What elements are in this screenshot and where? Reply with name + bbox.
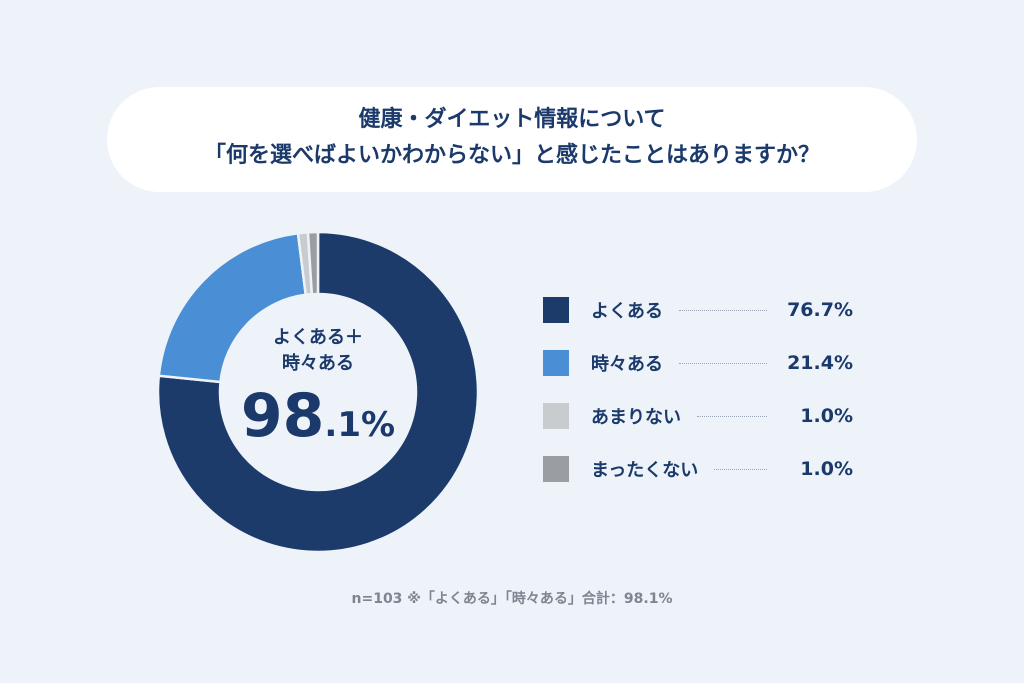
- donut-slice-4: [306, 230, 320, 296]
- center-value-dec: .1%: [324, 405, 396, 445]
- center-value-int: 98: [240, 381, 325, 451]
- donut-center: よくある＋ 時々ある 98.1%: [218, 325, 418, 460]
- center-label-1: よくある＋: [273, 327, 363, 348]
- legend-swatch: [543, 403, 569, 429]
- center-label-2: 時々ある: [282, 353, 354, 374]
- leader-dots: [714, 468, 767, 470]
- legend-value: 76.7%: [787, 299, 853, 321]
- legend-value: 1.0%: [800, 405, 853, 427]
- legend-label: 時々ある: [591, 354, 663, 375]
- legend-swatch: [543, 456, 569, 482]
- donut-slice-1: [156, 230, 480, 554]
- legend-label: よくある: [591, 301, 663, 322]
- center-total: 98.1%: [218, 381, 418, 460]
- legend-item: あまりない 1.0%: [543, 402, 853, 430]
- legend-item: まったくない 1.0%: [543, 455, 853, 483]
- footnote: n=103 ※「よくある」「時々ある」合計：98.1%: [351, 591, 673, 607]
- legend-label: まったくない: [591, 460, 699, 481]
- legend-item: よくある 76.7%: [543, 296, 853, 324]
- legend: よくある 76.7% 時々ある 21.4% あまりない 1.0% まったくない …: [543, 296, 853, 508]
- donut-slice-2: [157, 231, 308, 384]
- leader-dots: [697, 415, 767, 417]
- chart-title-line2: 「何を選べばよいかわからない」と感じたことはありますか？: [203, 143, 820, 168]
- title-box: 健康・ダイエット情報について 「何を選べばよいかわからない」と感じたことはありま…: [107, 87, 917, 192]
- chart-title-line1: 健康・ダイエット情報について: [358, 107, 666, 132]
- leader-dots: [679, 309, 767, 311]
- legend-swatch: [543, 350, 569, 376]
- legend-item: 時々ある 21.4%: [543, 349, 853, 377]
- legend-swatch: [543, 297, 569, 323]
- legend-value: 21.4%: [787, 352, 853, 374]
- legend-label: あまりない: [591, 407, 681, 428]
- legend-value: 1.0%: [800, 458, 853, 480]
- leader-dots: [679, 362, 767, 364]
- donut-chart: [156, 230, 480, 554]
